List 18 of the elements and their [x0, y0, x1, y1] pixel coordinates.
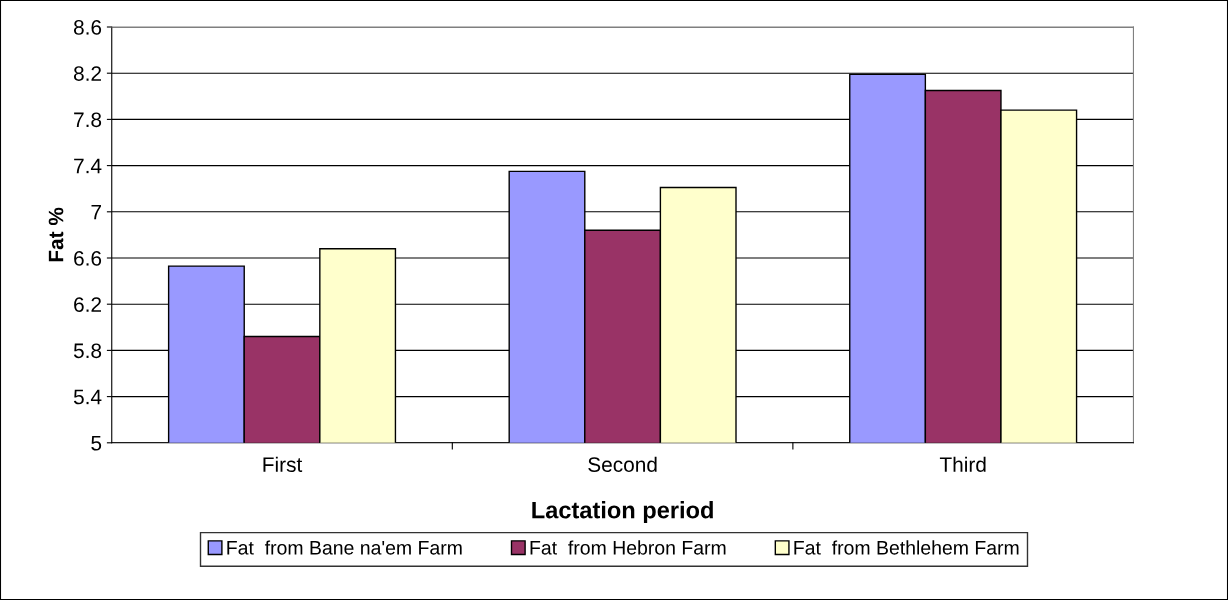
y-tick-label: 7: [91, 205, 101, 220]
x-tick-label: First: [263, 456, 303, 472]
legend-label: Fat from Bane na'em Farm: [227, 540, 462, 555]
y-tick-label: 5.8: [73, 343, 102, 359]
y-tick-label: 6.2: [74, 297, 101, 312]
x-tick-label: Second: [588, 456, 657, 472]
y-tick-label: 6.6: [74, 251, 102, 266]
y-tick-label: 5: [91, 436, 102, 451]
y-axis-title: Fat %: [48, 207, 64, 262]
y-tick-label: 7.8: [74, 112, 102, 128]
x-tick-label: Third: [939, 456, 986, 472]
legend-label: Fat from Bethlehem Farm: [794, 540, 1019, 555]
y-tick-label: 8.6: [73, 20, 102, 35]
x-axis-title: Lactation period: [532, 501, 713, 524]
legend-label: Fat from Hebron Farm: [530, 540, 726, 555]
y-tick-label: 7.4: [74, 158, 102, 174]
y-tick-label: 8.2: [73, 66, 101, 81]
y-tick-label: 5.4: [73, 389, 102, 405]
